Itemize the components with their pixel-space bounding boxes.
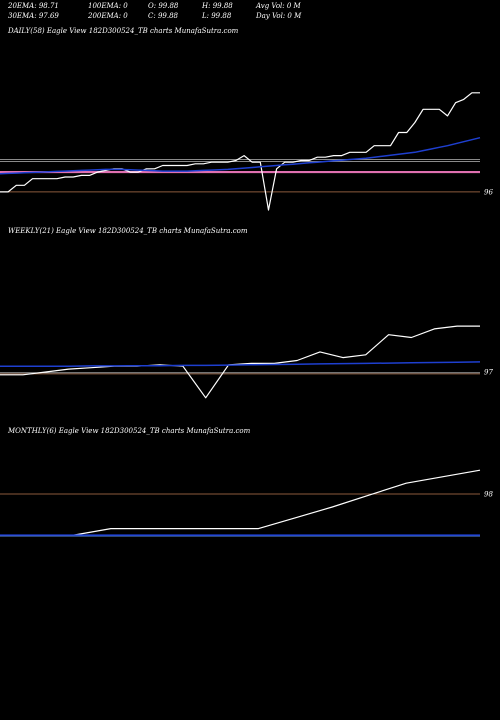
daily-panel-title: DAILY(58) Eagle View 182D300524_TB chart… xyxy=(8,27,239,35)
daily-y-tick-label-0: 96 xyxy=(484,188,493,196)
header-open: O: 99.88 xyxy=(148,2,179,10)
monthly-panel-title: MONTHLY(6) Eagle View 182D300524_TB char… xyxy=(8,427,251,435)
weekly-chart: 97 xyxy=(0,325,493,399)
header-high: H: 99.88 xyxy=(202,2,233,10)
monthly-price-series xyxy=(0,469,481,536)
daily-price-series xyxy=(0,92,480,211)
weekly-y-tick-label-0: 97 xyxy=(484,368,493,376)
header-low: L: 99.88 xyxy=(202,12,232,20)
header-ema100: 100EMA: 0 xyxy=(88,2,128,10)
monthly-chart: 98 xyxy=(0,469,493,537)
daily-chart: 96 xyxy=(0,92,493,211)
daily-ema-series xyxy=(0,136,481,175)
monthly-y-tick-label-0: 98 xyxy=(484,491,493,499)
header-ema200: 200EMA: 0 xyxy=(88,12,128,20)
header-ema30: 30EMA: 97.69 xyxy=(8,12,59,20)
weekly-price-series xyxy=(0,325,480,399)
weekly-ema-series xyxy=(0,361,481,367)
weekly-panel-title: WEEKLY(21) Eagle View 182D300524_TB char… xyxy=(8,227,248,235)
header-avg-vol: Avg Vol: 0 M xyxy=(256,2,301,10)
header-ema20: 20EMA: 98.71 xyxy=(8,2,59,10)
header-day-vol: Day Vol: 0 M xyxy=(256,12,302,20)
header-close: C: 99.88 xyxy=(148,12,178,20)
